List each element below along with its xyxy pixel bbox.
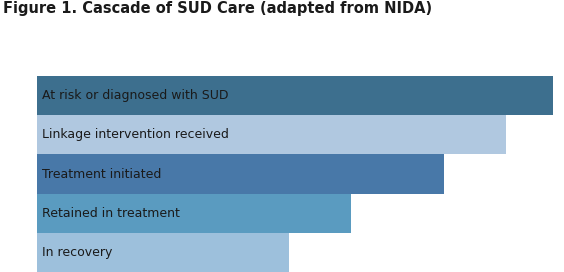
Text: Linkage intervention received: Linkage intervention received <box>42 128 228 141</box>
Text: In recovery: In recovery <box>42 246 112 259</box>
Bar <box>37 194 351 233</box>
Text: At risk or diagnosed with SUD: At risk or diagnosed with SUD <box>42 89 228 102</box>
Bar <box>37 115 506 154</box>
Bar <box>37 233 289 272</box>
Text: Retained in treatment: Retained in treatment <box>42 207 180 220</box>
Bar <box>37 154 444 194</box>
Text: Figure 1. Cascade of SUD Care (adapted from NIDA): Figure 1. Cascade of SUD Care (adapted f… <box>3 1 432 16</box>
Text: CASCADE OF CARE: CASCADE OF CARE <box>14 120 23 228</box>
Text: Treatment initiated: Treatment initiated <box>42 168 161 181</box>
Bar <box>37 76 553 115</box>
